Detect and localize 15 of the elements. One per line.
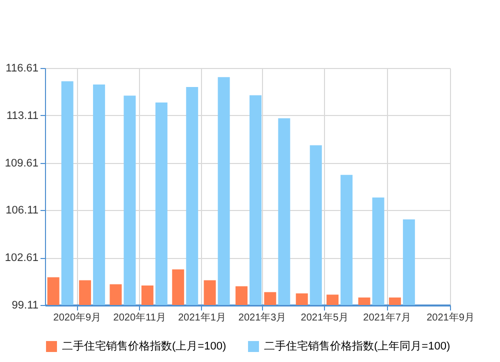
x-tick-label: 2020年9月 <box>53 312 102 324</box>
y-tick-label: 113.11 <box>6 110 38 122</box>
x-tick-label: 2021年5月 <box>300 312 349 324</box>
y-tick-label: 106.11 <box>6 204 38 217</box>
x-tick-label: 2021年3月 <box>238 312 286 324</box>
x-tick-label: 2021年9月 <box>426 312 474 324</box>
x-tick-label: 2021年1月 <box>178 312 226 324</box>
legend-label: 二手住宅销售价格指数(上年同月=100) <box>264 340 450 353</box>
x-tick-label: 2021年7月 <box>363 312 411 324</box>
y-tick-label: 102.61 <box>4 252 38 264</box>
y-tick-label: 99.11 <box>12 300 38 312</box>
y-tick-label: 109.61 <box>4 157 38 170</box>
x-tick-label: 2020年11月 <box>113 312 166 324</box>
legend-label: 二手住宅销售价格指数(上月=100) <box>62 340 226 353</box>
y-tick-label: 116.61 <box>6 62 38 74</box>
